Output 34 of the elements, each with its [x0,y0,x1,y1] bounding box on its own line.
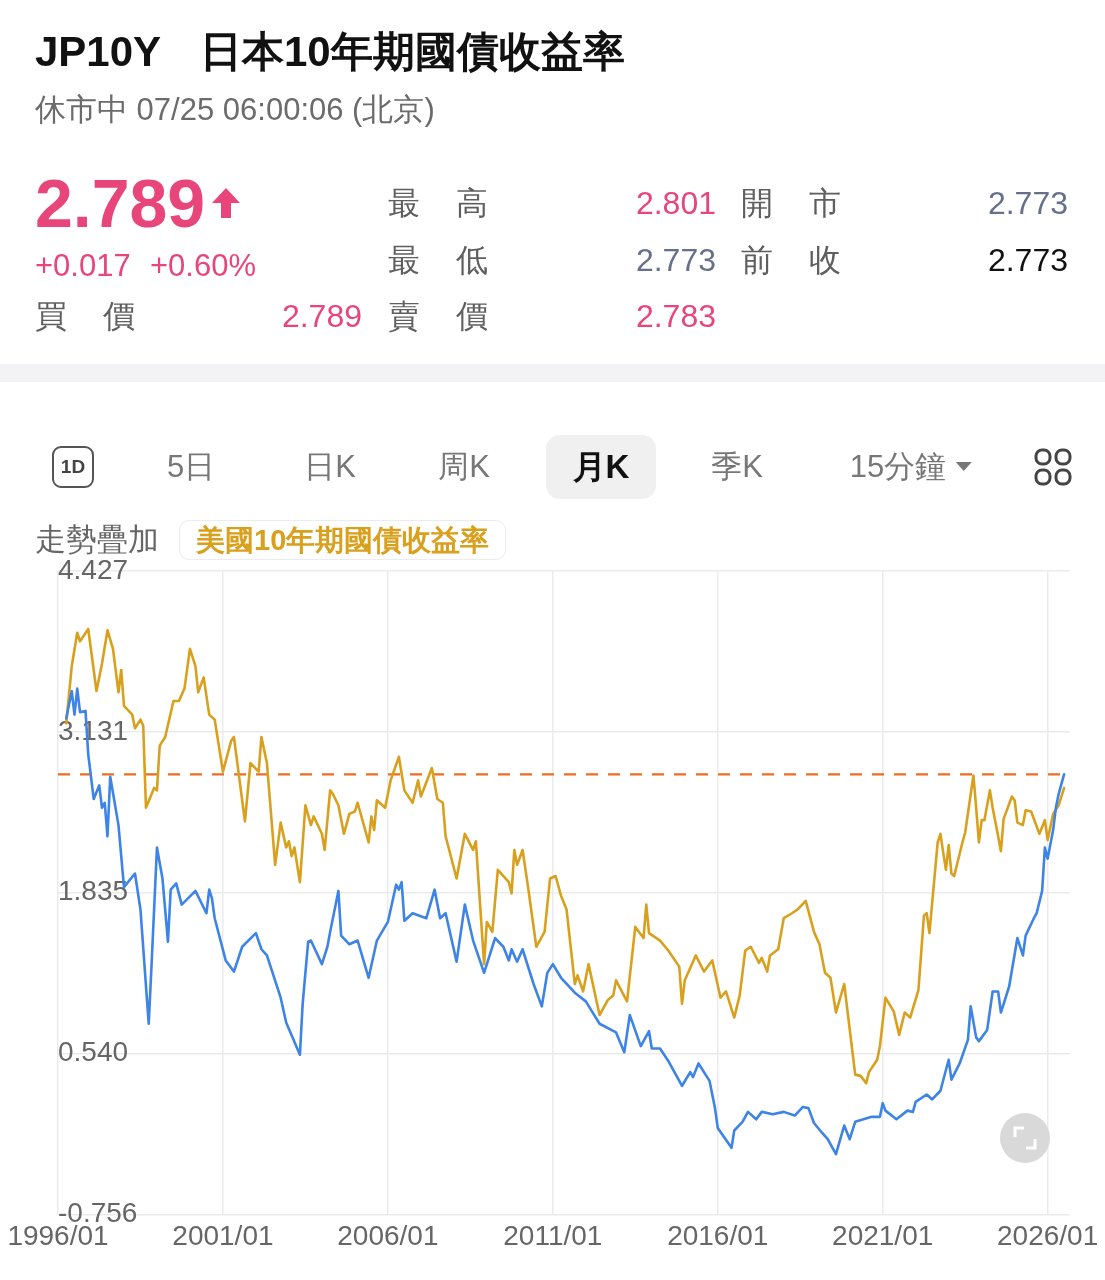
text: 周K [438,448,490,486]
x-tick-label: 2006/01 [337,1219,439,1251]
x-tick-label: 2026/01 [997,1219,1099,1251]
y-tick-label: 1.835 [58,875,129,907]
text: 1D [60,456,86,477]
text: 2.773 [987,185,1068,221]
text: +0.017 [35,248,131,283]
x-tick-label: 2001/01 [172,1219,274,1251]
text: 月K [572,448,630,485]
text: 2.789 [35,165,206,241]
text: 季K [711,448,763,486]
text: JP10Y 日本10年期國債收益率 [35,28,625,75]
text: 5日 [166,448,216,486]
x-tick-label: 2011/01 [503,1219,603,1251]
text: 開 市 [741,185,841,221]
text: +0.60% [150,248,257,283]
text: 賣 價 [388,298,488,334]
text: 2.773 [635,242,716,278]
text: 休市中 07/25 06:00:06 (北京) [35,92,435,127]
text: 最 低 [388,242,488,278]
y-tick-label: 0.540 [58,1036,129,1068]
x-tick-label: 2016/01 [667,1219,769,1251]
text: 日K [304,448,356,486]
text: 2.789 [281,298,362,334]
legend-title: 走勢疊加 [35,522,159,557]
text: 2.773 [987,242,1068,278]
text: 前 收 [741,242,841,278]
text: 2.801 [635,185,716,221]
text: 最 高 [388,185,488,221]
text: 買 價 [35,298,135,334]
text: 15分鐘 [849,448,947,486]
x-tick-label: 2021/01 [832,1219,934,1251]
text: 2.783 [635,298,716,334]
text: 美國10年期國債收益率 [196,524,490,556]
